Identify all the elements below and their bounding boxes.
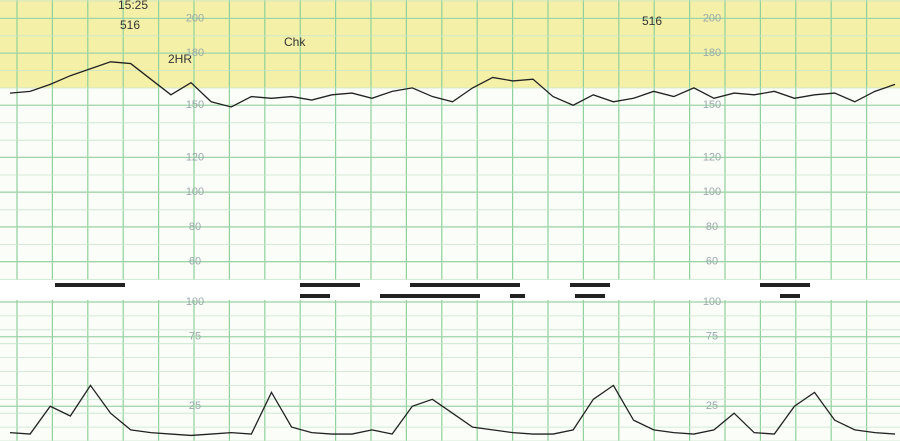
- y-tick-label: 25: [706, 400, 718, 412]
- y-tick-label: 75: [189, 331, 201, 343]
- y-tick-label: 150: [703, 99, 721, 111]
- y-tick-label: 100: [186, 186, 204, 198]
- y-tick-label: 150: [186, 99, 204, 111]
- y-tick-label: 25: [189, 400, 201, 412]
- y-tick-label: 100: [186, 296, 204, 308]
- y-tick-label: 100: [703, 296, 721, 308]
- y-tick-label: 120: [703, 151, 721, 163]
- y-tick-label: 180: [186, 47, 204, 59]
- y-tick-label: 120: [186, 151, 204, 163]
- y-tick-label: 200: [703, 12, 721, 24]
- y-tick-label: 200: [186, 12, 204, 24]
- y-tick-label: 60: [706, 256, 718, 268]
- ctg-strip: 15:25 516 2HR Chk 516 606080801001001201…: [0, 0, 900, 441]
- y-tick-label: 75: [706, 331, 718, 343]
- high-zone: [0, 0, 900, 88]
- paper: [0, 88, 900, 441]
- annotation: Chk: [284, 35, 306, 49]
- y-tick-label: 80: [189, 221, 201, 233]
- y-tick-label: 180: [703, 47, 721, 59]
- y-tick-label: 80: [706, 221, 718, 233]
- annotation: 516: [120, 18, 140, 32]
- annotation: 516: [642, 14, 662, 28]
- y-tick-label: 100: [703, 186, 721, 198]
- time-label: 15:25: [118, 0, 148, 12]
- y-tick-label: 60: [189, 256, 201, 268]
